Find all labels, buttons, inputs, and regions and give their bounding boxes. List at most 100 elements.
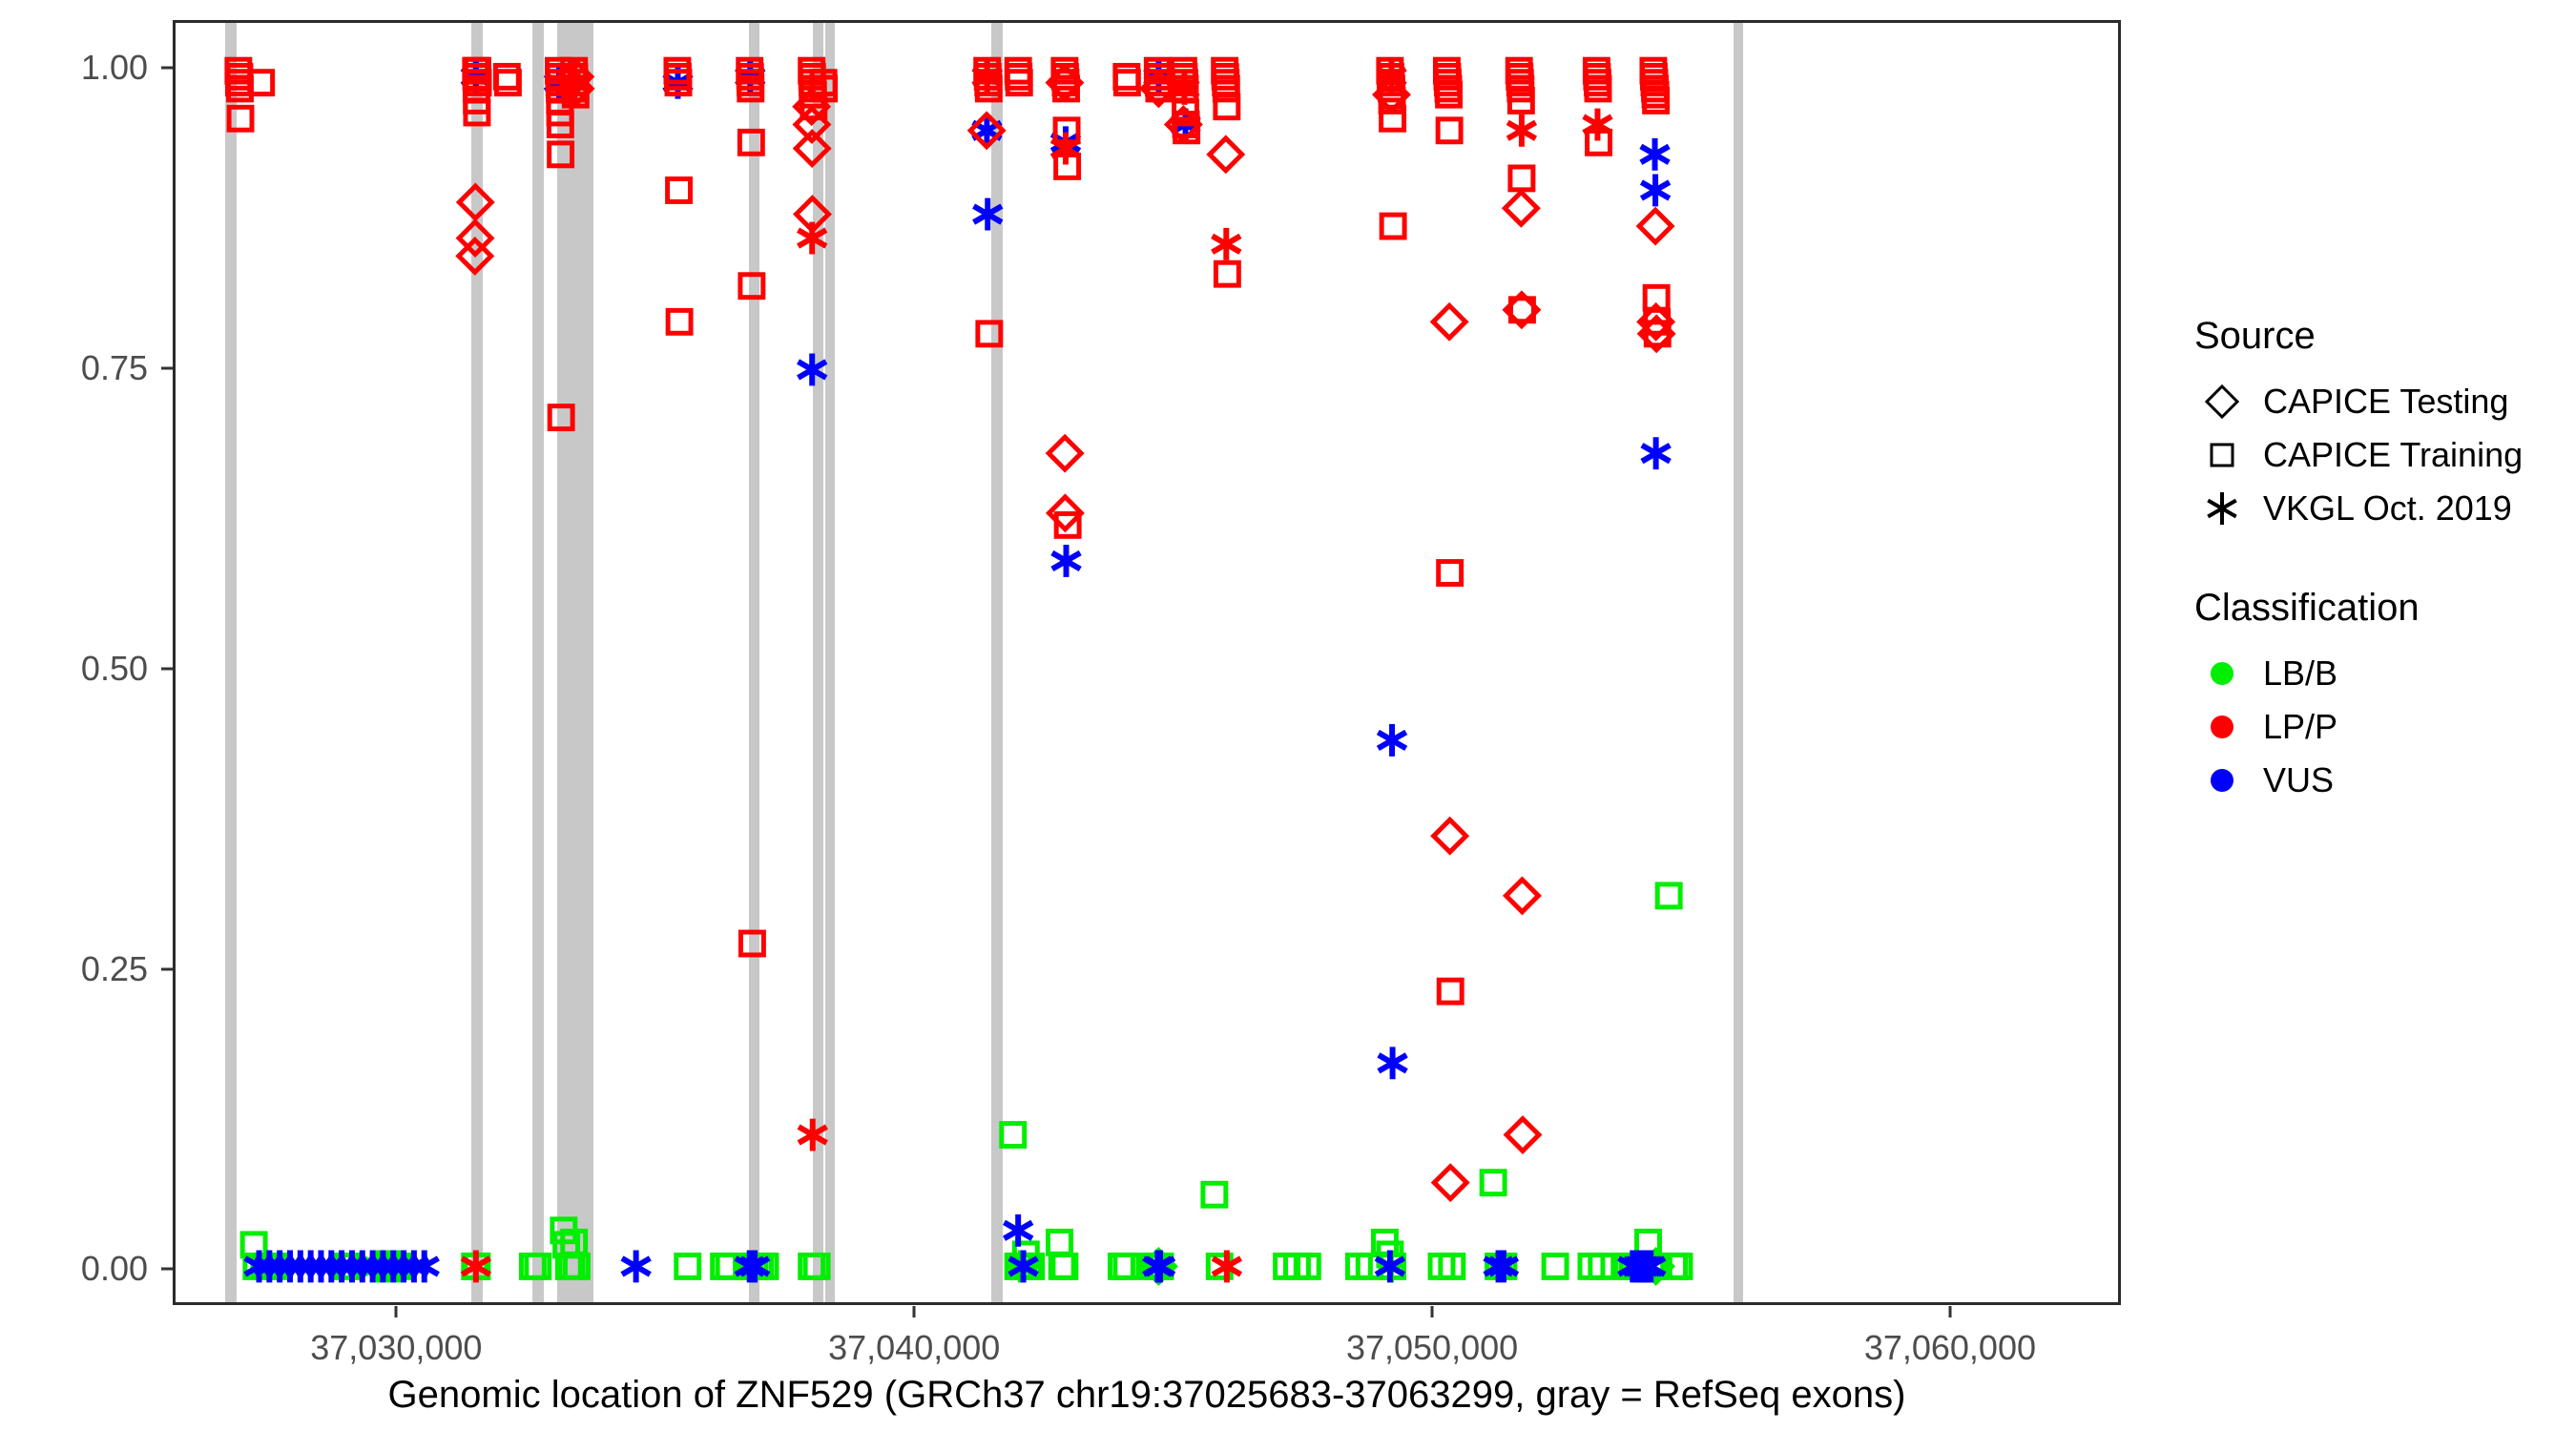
data-point-diamond — [792, 129, 832, 169]
data-point-square — [1436, 977, 1465, 1006]
data-point-square — [1213, 93, 1241, 121]
data-point-asterisk — [1374, 1250, 1406, 1283]
data-point-square — [1643, 320, 1672, 348]
data-point-asterisk — [1506, 114, 1538, 147]
data-point-asterisk — [1376, 724, 1408, 757]
data-point-diamond — [1045, 493, 1085, 533]
data-point-asterisk — [1639, 174, 1672, 207]
legend-label: VKGL Oct. 2019 — [2263, 488, 2512, 528]
data-point-square — [1112, 69, 1141, 97]
data-point-asterisk — [1376, 60, 1407, 93]
data-point-square — [664, 69, 693, 97]
legend-label: CAPICE Testing — [2263, 382, 2509, 421]
data-point-asterisk — [460, 1250, 492, 1283]
data-point-asterisk — [1639, 137, 1671, 171]
data-point-square — [737, 272, 766, 301]
legend-title-classification: Classification — [2194, 587, 2420, 629]
data-point-diamond — [1206, 135, 1246, 175]
data-point-diamond — [1502, 290, 1542, 330]
data-point-asterisk — [1008, 1250, 1039, 1283]
data-point-square — [1584, 74, 1612, 103]
data-point-square — [1005, 62, 1033, 91]
data-points-layer — [224, 56, 1693, 1286]
data-point-diamond — [1636, 301, 1676, 342]
data-point-square — [1293, 1252, 1321, 1280]
data-point-square — [1588, 1252, 1616, 1280]
data-point-square — [562, 1252, 591, 1280]
data-point-diamond — [1636, 314, 1676, 354]
legend-title-source: Source — [2194, 315, 2316, 357]
data-point-diamond — [1430, 1163, 1470, 1203]
data-point-square — [674, 1252, 702, 1280]
data-point-square — [226, 104, 255, 133]
data-point-square — [1213, 259, 1241, 288]
data-point-diamond — [1635, 206, 1675, 246]
y-tick-label: 0.75 — [80, 348, 148, 388]
data-point-asterisk — [797, 353, 828, 386]
legend-label: CAPICE Training — [2263, 435, 2524, 474]
data-point-square — [492, 62, 521, 91]
legend-item-source[interactable]: CAPICE Testing — [2194, 375, 2576, 428]
data-point-diamond — [455, 236, 495, 276]
square-icon — [2210, 443, 2234, 467]
legend-rows-source: CAPICE Testing CAPICE Training VKGL Oct. 2… — [2194, 375, 2576, 535]
data-point-asterisk — [1582, 108, 1613, 141]
data-point-square — [463, 98, 491, 127]
legend-key — [2194, 700, 2250, 754]
legend-label: LP/P — [2263, 707, 2338, 746]
y-tick-mark — [161, 667, 173, 671]
y-tick-label: 1.00 — [80, 48, 148, 88]
exon-band — [813, 23, 823, 1302]
data-point-square — [1050, 1252, 1079, 1280]
legend-key — [2194, 754, 2250, 807]
data-point-diamond — [792, 105, 832, 144]
data-point-square — [665, 176, 694, 204]
data-point-asterisk — [1487, 1250, 1520, 1283]
y-tick-mark — [161, 1267, 173, 1271]
data-point-square — [1541, 1252, 1569, 1280]
legend-item-source[interactable]: VKGL Oct. 2019 — [2194, 482, 2576, 535]
diamond-icon — [2204, 384, 2240, 420]
legend-item-classification[interactable]: LP/P — [2194, 700, 2576, 754]
data-point-asterisk — [738, 1250, 771, 1283]
data-point-square — [1642, 87, 1671, 114]
x-axis-title: Genomic location of ZNF529 (GRCh37 chr19… — [387, 1374, 1906, 1416]
data-point-square — [1506, 87, 1535, 114]
x-tick-mark — [1948, 1306, 1952, 1317]
y-tick-label: 0.50 — [80, 648, 148, 688]
data-point-diamond — [792, 87, 832, 127]
data-point-asterisk — [620, 1250, 652, 1283]
legend-key — [2194, 647, 2250, 700]
y-tick-mark — [161, 967, 173, 970]
data-point-square — [546, 111, 574, 138]
legend-label: VUS — [2263, 760, 2335, 799]
data-point-diamond — [1501, 188, 1541, 228]
legend-item-classification[interactable]: VUS — [2194, 754, 2576, 807]
data-point-asterisk — [1049, 132, 1082, 165]
data-point-asterisk — [971, 114, 1003, 147]
data-point-diamond — [1503, 1115, 1543, 1154]
x-tick-mark — [1430, 1306, 1434, 1317]
legend-item-source[interactable]: CAPICE Training — [2194, 428, 2576, 482]
legend-item-classification[interactable]: LB/B — [2194, 647, 2576, 700]
data-point-asterisk — [797, 1118, 828, 1151]
data-point-square — [1665, 1252, 1693, 1280]
data-point-square — [1507, 296, 1536, 324]
legend-key — [2194, 482, 2250, 535]
circle-icon — [2211, 769, 2233, 792]
data-point-square — [1053, 510, 1082, 539]
exon-band — [557, 23, 594, 1302]
circle-icon — [2211, 716, 2233, 738]
exon-band — [225, 23, 238, 1302]
exon-band — [471, 23, 484, 1302]
x-tick-label: 37,030,000 — [310, 1328, 483, 1367]
x-tick-mark — [912, 1306, 916, 1317]
data-point-asterisk — [559, 66, 591, 99]
legend-key — [2194, 375, 2250, 428]
data-point-square — [975, 320, 1004, 348]
data-point-asterisk — [1635, 1250, 1667, 1283]
data-point-square — [464, 69, 492, 97]
x-tick-label: 37,050,000 — [1345, 1328, 1519, 1367]
data-point-diamond — [455, 182, 495, 222]
circle-icon — [2211, 662, 2233, 685]
